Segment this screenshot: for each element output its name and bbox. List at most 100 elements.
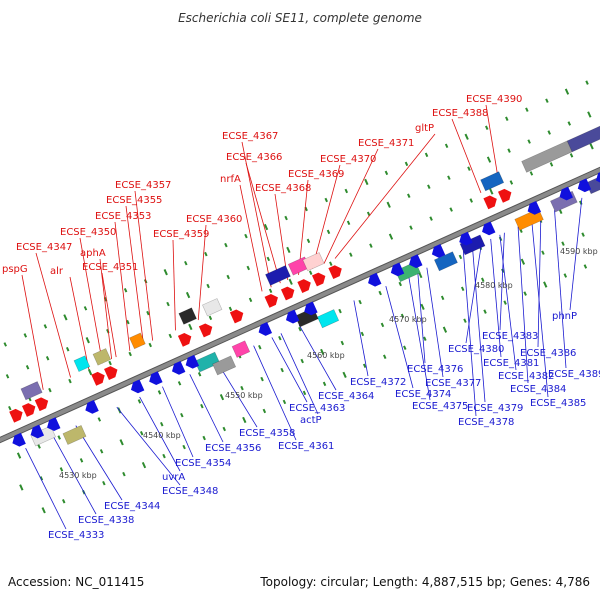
tick-mark [139, 431, 144, 436]
forward-gene-label: nrfA [220, 174, 241, 185]
forward-gene-label: ECSE_4366 [226, 152, 282, 163]
tick-mark [489, 188, 494, 195]
reverse-gene-arrow [130, 379, 145, 394]
kbp-label: 4550 kbp [225, 391, 263, 400]
tick-mark [123, 288, 128, 293]
tick-mark [128, 351, 132, 357]
tick-marks [3, 80, 594, 514]
tick-mark [364, 178, 369, 186]
tick-mark [400, 313, 405, 319]
tick-mark [326, 229, 331, 235]
reverse-gene-label: phnP [552, 311, 577, 322]
tick-mark [79, 458, 84, 463]
forward-block [302, 252, 325, 272]
forward-block [265, 265, 291, 286]
forward-leader-line [35, 252, 71, 378]
tick-mark [119, 439, 124, 446]
tick-mark [182, 444, 186, 450]
reverse-leader-line [189, 374, 224, 443]
forward-gene-label: pspG [2, 264, 28, 275]
tick-mark [547, 130, 551, 135]
tick-mark [284, 215, 288, 221]
forward-gene-label: ECSE_4355 [106, 195, 162, 206]
reverse-leader-line [490, 238, 502, 358]
tick-mark [322, 381, 327, 387]
tick-mark [246, 265, 251, 271]
reverse-leader-line [139, 396, 181, 472]
forward-leader-line [125, 205, 144, 345]
tick-mark [543, 281, 548, 288]
tick-mark [180, 412, 184, 418]
reverse-gene-arrow [304, 301, 318, 316]
reverse-block [212, 355, 237, 376]
tick-mark [266, 256, 271, 262]
reverse-leader-line [531, 220, 549, 398]
forward-leader-line [101, 272, 117, 358]
forward-gene-label: ECSE_4369 [288, 169, 344, 180]
reverse-gene-arrow [559, 186, 573, 201]
reverse-gene-label: ECSE_4378 [458, 417, 514, 428]
forward-block [521, 140, 573, 173]
forward-gene-label: aphA [80, 248, 106, 259]
forward-leader-line [99, 258, 113, 360]
tick-mark [369, 243, 373, 248]
tick-mark [444, 143, 449, 149]
tick-mark [378, 290, 382, 296]
kbp-label: 4570 kbp [389, 315, 427, 324]
tick-mark [564, 88, 570, 95]
reverse-gene-label: ECSE_4377 [425, 378, 481, 389]
reverse-leader-line [554, 210, 567, 369]
tick-mark [485, 125, 489, 130]
genome-backbone [0, 166, 600, 444]
tick-mark [168, 333, 173, 339]
reverse-leader-line [280, 333, 319, 415]
forward-leader-line [311, 164, 341, 269]
tick-mark [260, 376, 264, 382]
tick-mark [442, 326, 448, 333]
tick-mark [197, 372, 202, 377]
forward-leader-line [21, 274, 44, 390]
tick-mark [587, 111, 592, 118]
tick-mark [545, 98, 549, 103]
tick-mark [45, 356, 50, 361]
tick-mark [481, 277, 485, 283]
tick-mark [122, 471, 126, 477]
tick-mark [460, 286, 465, 292]
tick-mark [527, 139, 531, 144]
tick-mark [464, 133, 469, 140]
tick-mark [567, 121, 571, 126]
tick-mark [383, 354, 387, 360]
tick-mark [258, 344, 262, 350]
tick-mark [388, 233, 394, 240]
tick-mark [87, 368, 93, 376]
tick-mark [563, 273, 568, 278]
forward-leader-line [334, 133, 436, 259]
reverse-gene-label: ECSE_4358 [239, 428, 295, 439]
reverse-gene-label: ECSE_4379 [467, 403, 523, 414]
tick-mark [208, 315, 213, 321]
tick-mark [529, 171, 534, 176]
forward-gene-arrow [280, 286, 295, 301]
tick-mark [68, 378, 72, 384]
reverse-gene-arrow [12, 432, 26, 447]
tick-mark [380, 322, 385, 328]
tick-mark [3, 342, 7, 347]
kbp-label: 4590 kbp [560, 247, 598, 256]
tick-mark [8, 405, 12, 411]
forward-gene-arrow [177, 332, 192, 347]
forward-gene-arrow [483, 195, 497, 210]
reverse-leader-line [517, 226, 529, 384]
tick-mark [309, 270, 313, 275]
reverse-gene-label: ECSE_4382 [498, 371, 554, 382]
tick-mark [306, 238, 311, 244]
reverse-gene-arrow [390, 262, 405, 277]
forward-gene-arrow [198, 323, 213, 338]
reverse-gene-label: ECSE_4372 [350, 377, 406, 388]
tick-mark [449, 207, 453, 212]
forward-block [202, 298, 223, 317]
tick-mark [346, 220, 351, 226]
forward-leader-line [172, 239, 176, 331]
genome-summary-text: Topology: circular; Length: 4,887,515 bp… [259, 575, 590, 589]
tick-mark [366, 211, 371, 217]
forward-leader-line [79, 237, 103, 364]
